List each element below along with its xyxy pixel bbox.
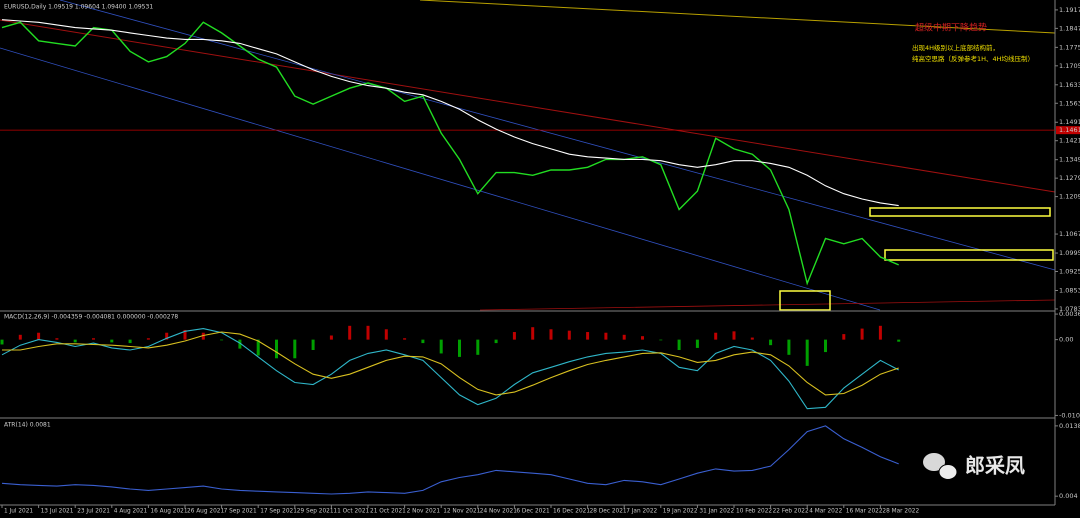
series-line: [1, 425, 899, 495]
y-tick-label: 0.003699: [1059, 310, 1080, 318]
y-tick-label: 1.09250: [1059, 268, 1080, 276]
x-tick-label: 17 Sep 2021: [260, 509, 297, 515]
x-tick-label: 19 Jan 2022: [663, 509, 698, 515]
annotation: 出现4H级别以上底部结构前，: [912, 43, 999, 52]
x-tick-label: 29 Sep 2021: [297, 509, 334, 515]
x-tick-label: 28 Dec 2021: [590, 509, 627, 515]
y-tick-label: 1.19170: [1059, 6, 1080, 14]
y-tick-label: 0.00: [1059, 336, 1073, 344]
panel-title: MACD(12,26,9) -0.004359 -0.004081 0.0000…: [4, 314, 178, 321]
x-tick-label: 24 Nov 2021: [480, 509, 517, 515]
y-tick-label: -0.010974: [1059, 411, 1080, 419]
y-tick-label: 1.18470: [1059, 24, 1080, 32]
x-tick-label: 28 Mar 2022: [882, 509, 919, 515]
y-tick-label: 1.17050: [1059, 62, 1080, 70]
x-tick-label: 22 Feb 2022: [773, 509, 809, 515]
y-tick-label: 1.10670: [1059, 230, 1080, 238]
x-tick-label: 7 Jan 2022: [626, 509, 657, 515]
trend-line: [479, 299, 1056, 311]
y-tick-label: 1.17750: [1059, 43, 1080, 51]
y-tick-label: 1.08530: [1059, 286, 1080, 294]
watermark-text: 郎采凤: [965, 454, 1025, 478]
x-tick-label: 16 Aug 2021: [150, 509, 187, 515]
trend-line: [0, 19, 1056, 193]
series-line: [2, 331, 899, 396]
channel-line: [59, 0, 1056, 271]
annotation: 纯高空思路（反弹参考1H、4H均线压制）: [912, 54, 1034, 63]
x-tick-label: 1 Jul 2021: [4, 509, 33, 515]
y-tick-label: 1.07830: [1059, 305, 1080, 313]
x-tick-label: 23 Jul 2021: [77, 509, 110, 515]
y-tick-label: 1.14910: [1059, 118, 1080, 126]
x-tick-label: 31 Jan 2022: [699, 509, 734, 515]
x-tick-label: 7 Sep 2021: [224, 509, 257, 515]
zone-box: [869, 207, 1051, 217]
watermark: 郎采凤: [923, 453, 1025, 480]
y-tick-label: 0.004: [1059, 492, 1078, 500]
x-tick-label: 4 Mar 2022: [809, 509, 842, 515]
x-tick-label: 2 Nov 2021: [407, 509, 441, 515]
wechat-icon: [938, 464, 958, 480]
series-line: [1, 19, 899, 207]
x-tick-label: 26 Aug 2021: [187, 509, 224, 515]
x-tick-label: 16 Mar 2022: [846, 509, 883, 515]
level-label: 1.14610: [1059, 126, 1080, 134]
y-tick-label: 1.14210: [1059, 137, 1080, 145]
x-tick-label: 10 Feb 2022: [736, 509, 772, 515]
x-tick-label: 12 Nov 2021: [443, 509, 480, 515]
x-tick-label: 13 Jul 2021: [41, 509, 74, 515]
x-tick-label: 4 Aug 2021: [114, 509, 148, 515]
channel-line: [0, 47, 881, 311]
y-tick-label: 1.16330: [1059, 81, 1080, 89]
level-label-box: [1056, 126, 1080, 135]
y-tick-label: 1.15630: [1059, 99, 1080, 107]
y-tick-label: 1.12790: [1059, 174, 1080, 182]
x-tick-label: 16 Dec 2021: [553, 509, 590, 515]
x-tick-label: 6 Dec 2021: [516, 509, 550, 515]
zone-box: [884, 249, 1054, 261]
series-line: [1, 328, 899, 410]
panel-title: EURUSD,Daily 1.09519 1.09604 1.09400 1.0…: [4, 4, 153, 11]
y-tick-label: 0.0138: [1059, 422, 1080, 430]
annotation: 超级中期下降趋势: [915, 22, 987, 34]
x-tick-label: 21 Oct 2021: [370, 509, 406, 515]
y-tick-label: 1.09950: [1059, 249, 1080, 257]
zone-box: [779, 290, 831, 311]
y-tick-label: 1.12090: [1059, 193, 1080, 201]
series-line: [1, 21, 899, 286]
wechat-icon: [923, 453, 945, 471]
x-tick-label: 11 Oct 2021: [333, 509, 369, 515]
panel-title: ATR(14) 0.0081: [4, 422, 51, 429]
trend-line: [419, 0, 1056, 34]
y-tick-label: 1.13490: [1059, 156, 1080, 164]
